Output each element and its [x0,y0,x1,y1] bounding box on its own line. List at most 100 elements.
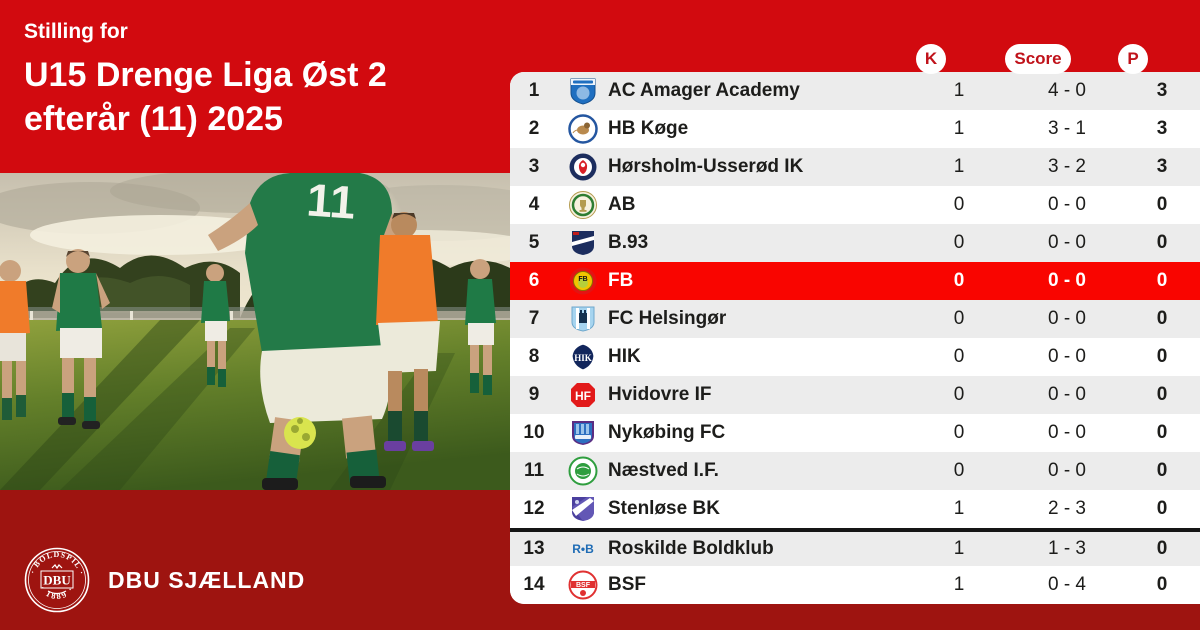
table-row: 8 HIK HIK 0 0 - 0 0 [510,338,1200,376]
matches-played: 0 [953,194,965,215]
points: 0 [1156,384,1168,405]
club-name: HIK [608,346,641,367]
ab-logo [558,190,608,220]
points: 0 [1156,346,1168,367]
matches-played: 0 [953,232,965,253]
table-row: 12 Stenløse BK 1 2 - 3 0 [510,490,1200,528]
score: 0 - 4 [1047,574,1087,595]
title-line-2: efterår (11) 2025 [24,99,283,138]
score: 1 - 3 [1047,538,1087,559]
points: 0 [1156,422,1168,443]
table-row: 9 HF Hvidovre IF 0 0 - 0 0 [510,376,1200,414]
points: 0 [1156,270,1168,291]
ac-amager-logo [558,76,608,106]
score: 0 - 0 [1047,270,1087,291]
score: 2 - 3 [1047,498,1087,519]
score: 4 - 0 [1047,80,1087,101]
table-row: 2 HB Køge 1 3 - 1 3 [510,110,1200,148]
hvidovre-logo: HF [558,380,608,410]
club-name: Hvidovre IF [608,384,712,405]
club-name: AC Amager Academy [608,80,800,101]
score: 0 - 0 [1047,346,1087,367]
matches-played: 0 [953,270,965,291]
table-row: 5 B.93 0 0 - 0 0 [510,224,1200,262]
position: 7 [528,308,540,329]
svg-text:HIK: HIK [574,353,592,363]
football-photo-illustration: 11 [0,173,510,490]
club-name: AB [608,194,636,215]
points: 0 [1156,308,1168,329]
club-name: HB Køge [608,118,689,139]
page-title: U15 Drenge Liga Øst 2 efterår (11) 2025 [24,54,486,141]
matches-played: 0 [953,422,965,443]
column-header-k: K [916,44,946,74]
position: 9 [528,384,540,405]
svg-text:FB: FB [578,276,587,283]
matches-played: 1 [953,574,965,595]
org-name: DBU SJÆLLAND [108,566,306,593]
position: 14 [523,574,545,595]
score: 0 - 0 [1047,308,1087,329]
position: 11 [523,460,545,481]
table-row: 3 Hørsholm-Usserød IK 1 3 - 2 3 [510,148,1200,186]
points: 0 [1156,460,1168,481]
column-header-p: P [1118,44,1148,74]
title-line-1: U15 Drenge Liga Øst 2 [24,56,387,94]
matches-played: 1 [953,498,965,519]
position: 10 [523,422,545,443]
table-row: 10 Nykøbing FC 0 0 - 0 0 [510,414,1200,452]
table-row: 6 FB FB 0 0 - 0 0 [510,262,1200,300]
points: 3 [1156,118,1168,139]
title-eyebrow: Stilling for [24,20,128,43]
matches-played: 0 [953,346,965,367]
club-name: FC Helsingør [608,308,727,329]
table-row: 7 FC Helsingør 0 0 - 0 0 [510,300,1200,338]
column-header-score: Score [1005,44,1071,74]
club-name: Hørsholm-Usserød IK [608,156,804,177]
matches-played: 1 [953,118,965,139]
points: 0 [1156,498,1168,519]
matches-played: 0 [953,460,965,481]
club-name: BSF [608,574,646,595]
hb-koge-logo [558,114,608,144]
svg-text:BSF: BSF [576,582,591,589]
matches-played: 1 [953,80,965,101]
table-row: 14 BSF BSF 1 0 - 4 0 [510,566,1200,604]
score: 0 - 0 [1047,194,1087,215]
dbu-logo: DANSK · BOLDSPIL · UNION · 1889 · DBU [24,547,90,613]
table-row: 1 AC Amager Academy 1 4 - 0 3 [510,72,1200,110]
hero-photo: 11 [0,173,510,490]
svg-text:HF: HF [575,389,591,403]
club-name: Roskilde Boldklub [608,538,774,559]
table-row: 11 Næstved I.F. 0 0 - 0 0 [510,452,1200,490]
score: 3 - 2 [1047,156,1087,177]
roskilde-logo: R•B [572,542,594,556]
matches-played: 0 [953,384,965,405]
position: 12 [523,498,545,519]
score: 0 - 0 [1047,460,1087,481]
naestved-logo [558,456,608,486]
score: 0 - 0 [1047,232,1087,253]
title-block: Stilling for U15 Drenge Liga Øst 2 efter… [0,0,510,173]
footer-brand: DANSK · BOLDSPIL · UNION · 1889 · DBU DB… [24,547,305,613]
club-name: Næstved I.F. [608,460,719,481]
position: 4 [528,194,540,215]
position: 13 [523,538,545,559]
stenlose-logo [558,494,608,524]
table-header-badges: K Score P [0,44,1200,74]
matches-played: 0 [953,308,965,329]
svg-text:DBU: DBU [43,573,71,588]
score: 0 - 0 [1047,422,1087,443]
table-row: 13 R•B Roskilde Boldklub 1 1 - 3 0 [510,528,1200,566]
matches-played: 1 [953,156,965,177]
nykobing-logo [558,418,608,448]
position: 6 [528,270,540,291]
table-row: 4 AB 0 0 - 0 0 [510,186,1200,224]
points: 3 [1156,156,1168,177]
horsholm-logo [558,152,608,182]
position: 3 [528,156,540,177]
hik-logo: HIK [558,342,608,372]
bsf-logo: BSF [558,570,608,600]
club-name: FB [608,270,634,291]
